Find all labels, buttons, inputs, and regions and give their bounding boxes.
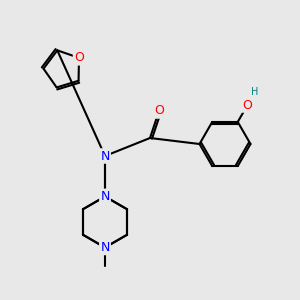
Text: N: N xyxy=(100,149,110,163)
Text: O: O xyxy=(154,104,164,118)
Text: O: O xyxy=(243,98,252,112)
Text: N: N xyxy=(100,241,110,254)
Text: N: N xyxy=(100,190,110,203)
Text: H: H xyxy=(251,87,259,97)
Text: O: O xyxy=(74,51,84,64)
